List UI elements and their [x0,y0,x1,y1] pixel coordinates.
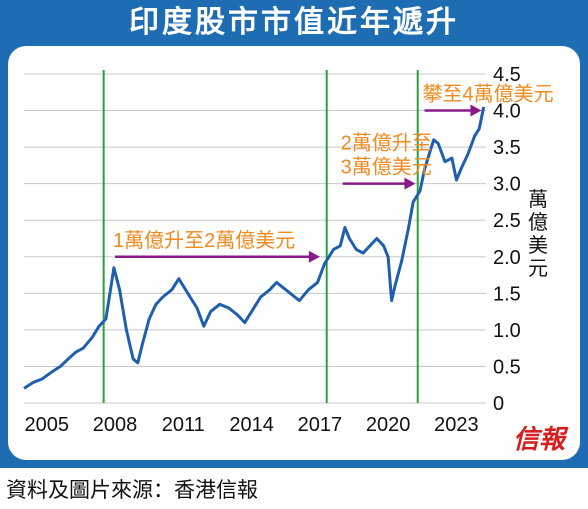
y-tick-label: 4.5 [493,64,521,86]
source-note: 資料及圖片來源：香港信報 [6,478,258,502]
line-chart: 0 0.5 1.0 1.5 2.0 2.5 3.0 3.5 4.0 4.5 2005 2008 2011… [23,64,569,455]
event-lines [102,70,419,403]
brand-logo: 信報 [513,425,569,455]
annotation-label: 攀至4萬億美元 [423,83,554,106]
annotation-label: 1萬億升至2萬億美元 [113,229,295,252]
x-tick-label: 2020 [366,414,411,436]
annotation-arrowhead [404,177,416,190]
y-tick-label: 3.0 [493,174,521,196]
y-tick-label: 3.5 [493,137,521,159]
annotation-arrowhead [470,104,482,117]
y-tick-label: 4.0 [493,101,521,123]
x-tick-label: 2005 [25,414,70,436]
y-tick-label: 2.5 [493,210,521,232]
y-tick-label: 1.0 [493,320,521,342]
y-axis-label-char: 元 [528,258,548,280]
annotation-arrowhead [308,250,320,263]
chart-panel: 0 0.5 1.0 1.5 2.0 2.5 3.0 3.5 4.0 4.5 2005 2008 2011… [8,46,580,460]
tick-labels: 0 0.5 1.0 1.5 2.0 2.5 3.0 3.5 4.0 4.5 2005 2008 2011… [25,64,521,436]
x-tick-label: 2011 [162,414,205,436]
x-tick-label: 2023 [434,414,479,436]
y-axis-label-char: 美 [528,234,548,257]
x-tick-label: 2014 [229,414,274,436]
y-tick-label: 0 [493,393,504,415]
y-tick-label: 2.0 [493,247,521,269]
y-axis-label-char: 萬 [528,188,548,211]
annotation-label: 3萬億美元 [341,156,432,179]
chart-title: 印度股市市值近年遞升 [129,5,459,40]
y-tick-label: 0.5 [493,356,521,378]
y-axis-label: 萬億美元 [528,188,548,280]
y-axis-label-char: 億 [528,211,548,234]
x-tick-label: 2008 [93,414,138,436]
y-tick-label: 1.5 [493,283,521,305]
annotation-label: 2萬億升至 [341,132,432,155]
annotation-arrows [115,104,482,263]
series-line [23,106,486,390]
x-tick-label: 2017 [298,414,343,436]
